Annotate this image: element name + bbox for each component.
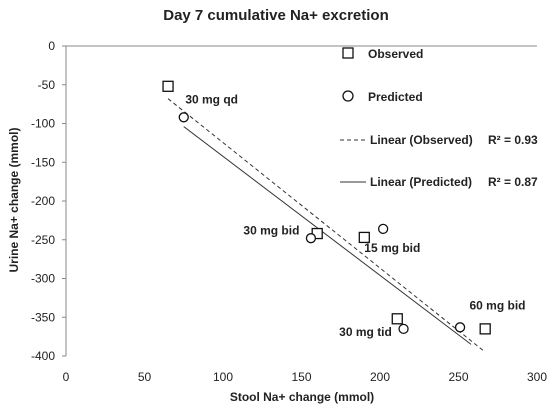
y-tick-label: -300 bbox=[31, 272, 55, 286]
predicted-point bbox=[398, 323, 409, 335]
legend-observed-label: Observed bbox=[368, 47, 423, 61]
predicted-point bbox=[305, 233, 317, 244]
trendlines bbox=[167, 98, 486, 353]
legend-observed-marker bbox=[342, 47, 354, 59]
y-tick-label: 0 bbox=[48, 39, 55, 53]
data-points bbox=[162, 80, 491, 335]
trendline-predicted bbox=[183, 126, 472, 345]
axes: 0 50 100 150 200 250 300 0 -50 -100 -150 -200 -250 -3… bbox=[31, 39, 547, 384]
legend-observed-r2: R² = 0.93 bbox=[488, 133, 538, 147]
predicted-point bbox=[377, 223, 389, 235]
x-tick-label: 50 bbox=[138, 370, 152, 384]
x-axis-label: Stool Na+ change (mmol) bbox=[230, 390, 374, 404]
y-tick-label: -400 bbox=[31, 349, 55, 363]
dose-annotation: 30 mg tid bbox=[339, 325, 392, 339]
chart-title: Day 7 cumulative Na+ excretion bbox=[163, 7, 389, 24]
legend-observed-trend-label: Linear (Observed) bbox=[370, 133, 473, 147]
legend-predicted-label: Predicted bbox=[368, 90, 423, 104]
trendline-observed bbox=[167, 98, 486, 353]
x-tick-label: 150 bbox=[291, 370, 311, 384]
y-tick-label: -50 bbox=[38, 78, 56, 92]
observed-point bbox=[358, 231, 370, 244]
y-tick-label: -350 bbox=[31, 310, 55, 324]
y-tick-label: -250 bbox=[31, 233, 55, 247]
predicted-point bbox=[454, 322, 466, 333]
x-tick-label: 250 bbox=[448, 370, 468, 384]
legend-predicted-marker bbox=[342, 90, 354, 102]
observed-point bbox=[391, 313, 403, 325]
annotations: 30 mg qd 30 mg bid 15 mg bid 30 mg tid 60 mg… bbox=[185, 92, 525, 339]
y-tick-label: -200 bbox=[31, 194, 55, 208]
legend-predicted-trend-label: Linear (Predicted) bbox=[370, 175, 472, 189]
legend-predicted-r2: R² = 0.87 bbox=[488, 175, 538, 189]
dose-annotation: 15 mg bid bbox=[364, 241, 420, 255]
x-tick-label: 100 bbox=[213, 370, 233, 384]
dose-annotation: 60 mg bid bbox=[469, 299, 525, 313]
x-tick-label: 300 bbox=[527, 370, 547, 384]
predicted-point bbox=[178, 112, 189, 123]
y-tick-label: -150 bbox=[31, 155, 55, 169]
y-tick-label: -100 bbox=[31, 117, 55, 131]
dose-annotation: 30 mg qd bbox=[185, 92, 238, 106]
observed-point bbox=[162, 80, 174, 92]
legend: Observed Predicted Linear (Observed) R² … bbox=[340, 47, 538, 189]
x-tick-label: 0 bbox=[63, 370, 70, 384]
observed-point bbox=[479, 323, 491, 335]
dose-annotation: 30 mg bid bbox=[243, 223, 299, 237]
x-tick-label: 200 bbox=[370, 370, 390, 384]
y-axis-label: Urine Na+ change (mmol) bbox=[7, 127, 21, 272]
